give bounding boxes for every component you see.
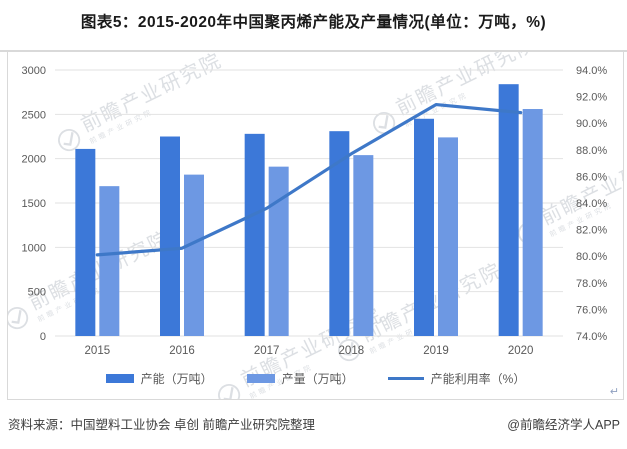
- output-bar: [438, 137, 458, 336]
- top-divider: [0, 50, 627, 52]
- capacity-bar: [244, 133, 265, 336]
- output-legend-swatch: [246, 374, 275, 383]
- left-axis-tick-label: 3000: [22, 65, 46, 77]
- left-axis-tick-label: 1500: [22, 198, 46, 210]
- right-axis-tick-label: 88.0%: [576, 145, 607, 157]
- legend-item-capacity: 产能（万吨）: [105, 370, 213, 387]
- left-axis-tick-label: 500: [28, 287, 46, 299]
- capacity-bar: [414, 118, 434, 337]
- right-axis-tick-label: 82.0%: [576, 225, 607, 237]
- right-axis-tick-label: 76.0%: [576, 304, 607, 316]
- capacity-bar: [498, 84, 519, 336]
- output-bar: [522, 109, 543, 336]
- capacity-bar: [160, 136, 180, 336]
- chart-title: 图表5：2015-2020年中国聚丙烯产能及产量情况(单位：万吨，%): [80, 14, 547, 31]
- output-bar: [353, 155, 374, 336]
- source-text: 资料来源：中国塑料工业协会 卓创 前瞻产业研究院整理: [8, 418, 315, 432]
- left-axis-tick-label: 0: [40, 331, 46, 343]
- x-axis-label: 2016: [169, 345, 195, 357]
- left-axis-tick-label: 2500: [22, 109, 46, 121]
- capacity-legend-swatch: [105, 374, 134, 383]
- left-axis-tick-label: 1000: [22, 242, 46, 254]
- chart-legend: 产能（万吨） 产量（万吨） 产能利用率（%）: [8, 370, 623, 387]
- right-axis-tick-label: 94.0%: [576, 65, 607, 77]
- x-axis-label: 2018: [339, 345, 365, 357]
- legend-item-output: 产量（万吨）: [246, 370, 354, 387]
- right-axis-tick-label: 84.0%: [576, 198, 607, 210]
- output-bar: [184, 174, 204, 336]
- output-bar: [99, 186, 120, 336]
- right-axis-tick-label: 86.0%: [576, 171, 607, 183]
- right-axis-tick-label: 74.0%: [576, 331, 607, 343]
- rate-legend-swatch: [387, 377, 424, 380]
- rate-legend-label: 产能利用率（%）: [430, 372, 526, 386]
- source-row: 资料来源：中国塑料工业协会 卓创 前瞻产业研究院整理 @前瞻经济学人APP: [8, 414, 620, 433]
- x-axis-label: 2019: [423, 345, 449, 357]
- right-axis-tick-label: 80.0%: [576, 251, 607, 263]
- left-axis-tick-label: 2000: [22, 154, 46, 166]
- right-axis-tick-label: 92.0%: [576, 92, 607, 104]
- output-bar: [268, 166, 289, 336]
- chart-container: 前瞻产业研究院 前瞻产业研究院 前瞻产业研究院 前瞻产业研究院 前瞻产业研究院 前瞻产业研…: [7, 52, 624, 400]
- x-axis-label: 2017: [254, 345, 280, 357]
- capacity-legend-label: 产能（万吨）: [140, 372, 213, 386]
- rate-line: [95, 102, 523, 257]
- capacity-bar: [329, 131, 350, 336]
- legend-item-rate: 产能利用率（%）: [387, 370, 526, 387]
- right-axis-tick-label: 78.0%: [576, 278, 607, 290]
- capacity-bar: [75, 148, 96, 336]
- output-legend-label: 产量（万吨）: [281, 372, 354, 386]
- x-axis-label: 2020: [508, 345, 534, 357]
- credit-text: @前瞻经济学人APP: [507, 418, 620, 432]
- chart-plot: 0 500 1000 1500 2000 2500 3000 74.0% 76.0% 78.0% 8…: [22, 65, 608, 357]
- right-axis-tick-label: 90.0%: [576, 118, 607, 130]
- x-axis-label: 2015: [85, 345, 111, 357]
- paragraph-mark-icon: ↵: [609, 386, 619, 398]
